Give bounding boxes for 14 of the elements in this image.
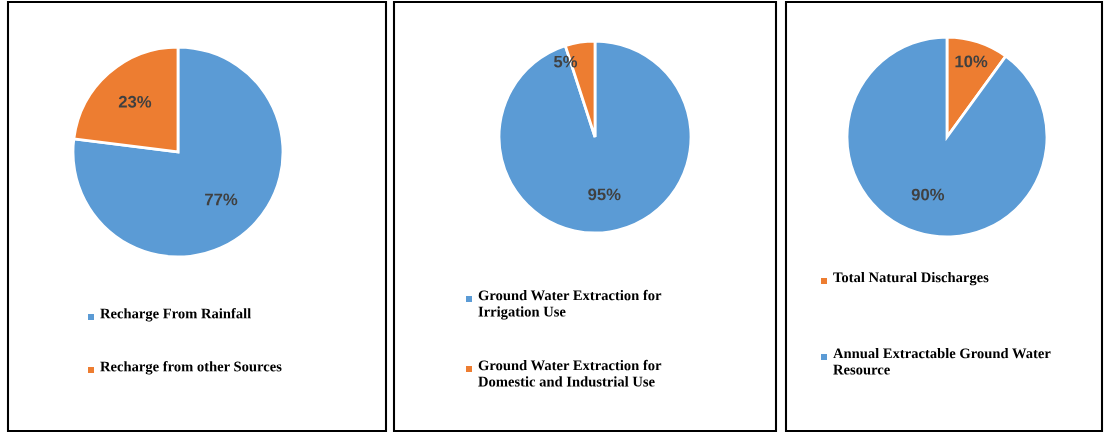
pie-slice	[497, 39, 693, 235]
data-label: 77%	[205, 193, 238, 206]
pie-slice	[71, 45, 285, 259]
data-label: 90%	[911, 188, 945, 201]
legend-label: Total Natural Discharges	[833, 272, 989, 286]
legend-label: Recharge from other Sources	[100, 361, 282, 375]
legend-label: Recharge From Rainfall	[100, 308, 251, 322]
pie-slice	[845, 35, 1049, 239]
legend-label: Annual Extractable Ground Water Resource	[833, 348, 1051, 375]
legend-label: Ground Water Extraction for Domestic and Industrial Use	[478, 359, 662, 387]
data-label: 23%	[118, 95, 152, 108]
data-label: 10%	[955, 55, 988, 68]
legend-label: Ground Water Extraction for Irrigation Use	[478, 289, 662, 320]
data-label: 95%	[588, 188, 621, 201]
